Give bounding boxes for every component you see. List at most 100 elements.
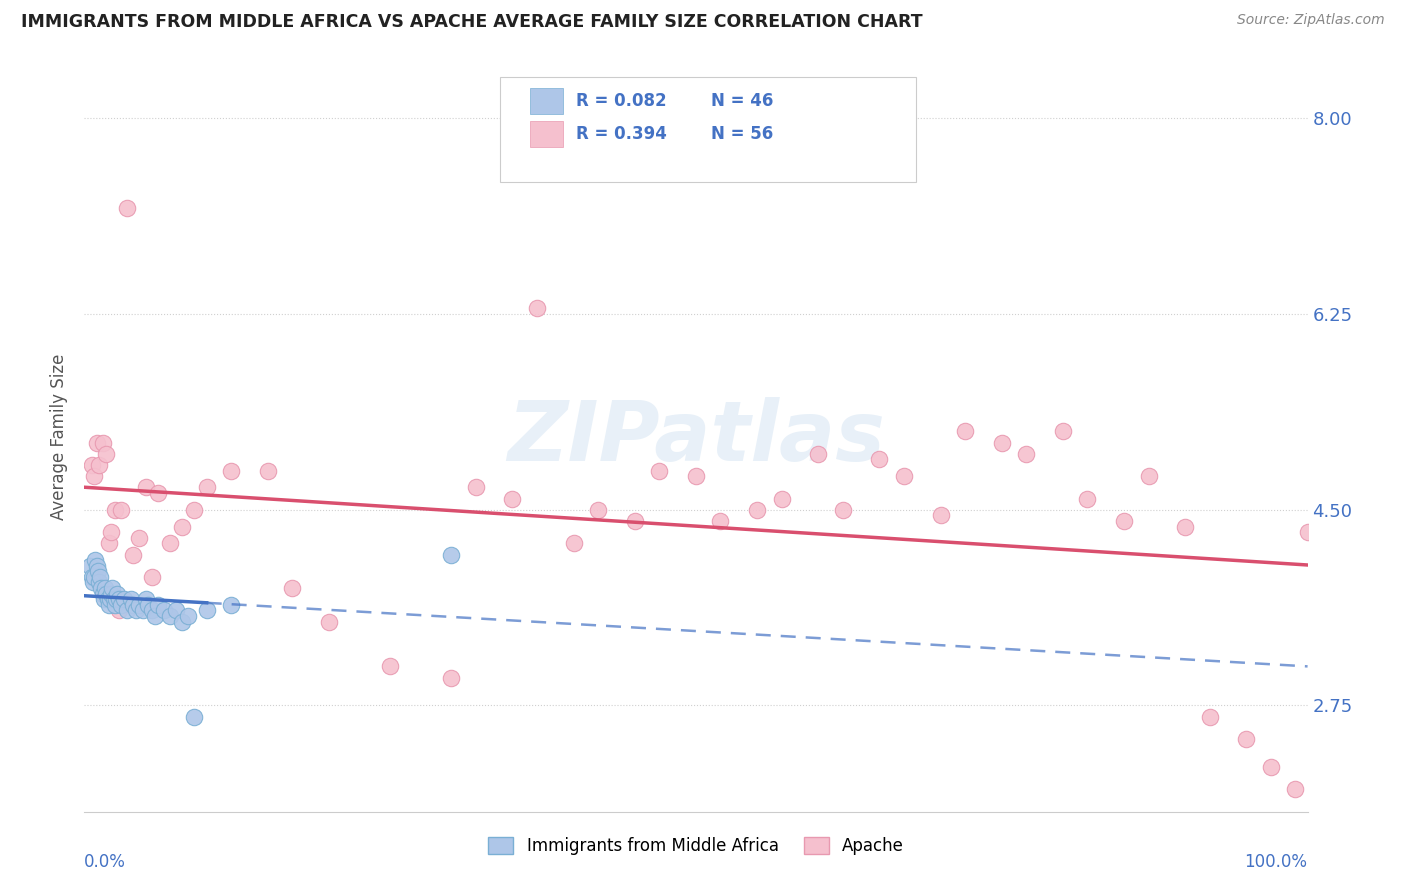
Text: N = 46: N = 46 [710,92,773,111]
FancyBboxPatch shape [530,88,562,114]
Point [90,581,112,595]
Point [103,592,125,607]
Point [135,592,157,607]
Point [80,458,103,472]
Point [107,603,129,617]
Text: 100.0%: 100.0% [1244,853,1308,871]
Point [84,553,107,567]
Point [87,458,110,472]
Text: ZIPatlas: ZIPatlas [508,397,884,477]
Point [953,425,976,439]
Point [125,603,148,617]
Point [1052,425,1074,439]
Y-axis label: Average Family Size: Average Family Size [51,354,69,520]
Point [107,592,129,607]
Point [115,201,138,215]
Point [87,564,110,578]
Point [172,615,194,629]
Point [80,570,103,584]
Point [104,502,127,516]
Point [141,570,163,584]
Point [128,531,150,545]
Point [807,447,830,461]
Point [219,598,242,612]
Point [281,581,304,595]
Point [97,536,120,550]
Point [101,581,124,595]
Point [96,587,118,601]
Point [318,615,340,629]
Point [172,519,194,533]
Point [440,548,463,562]
Point [91,587,114,601]
Point [105,587,128,601]
Point [709,514,731,528]
Point [104,598,127,612]
Point [143,609,166,624]
Point [94,581,117,595]
Point [869,452,891,467]
Point [1284,782,1306,797]
Point [146,598,169,612]
Point [100,587,122,601]
Point [98,592,121,607]
Point [219,464,242,478]
Point [1174,519,1197,533]
Point [562,536,585,550]
Point [159,536,181,550]
Point [97,592,120,607]
Point [141,603,163,617]
Point [1137,469,1160,483]
Point [1015,447,1038,461]
Point [183,502,205,516]
Point [96,447,118,461]
Legend: Immigrants from Middle Africa, Apache: Immigrants from Middle Africa, Apache [479,829,912,863]
Point [177,609,200,624]
Point [991,435,1014,450]
Point [128,598,150,612]
Point [153,603,176,617]
FancyBboxPatch shape [530,121,562,147]
Point [86,435,108,450]
Point [770,491,793,506]
Point [112,592,135,607]
Point [122,548,145,562]
Point [831,502,853,516]
Point [183,709,205,723]
Point [893,469,915,483]
Point [136,598,159,612]
Text: N = 56: N = 56 [710,125,773,144]
Point [93,592,115,607]
Point [502,491,524,506]
Point [105,592,128,607]
Point [257,464,280,478]
Text: IMMIGRANTS FROM MIDDLE AFRICA VS APACHE AVERAGE FAMILY SIZE CORRELATION CHART: IMMIGRANTS FROM MIDDLE AFRICA VS APACHE … [21,13,922,31]
Text: Source: ZipAtlas.com: Source: ZipAtlas.com [1237,13,1385,28]
Text: R = 0.082: R = 0.082 [576,92,666,111]
Point [586,502,609,516]
Point [1296,525,1319,540]
Point [82,575,104,590]
Point [91,435,114,450]
Point [195,603,218,617]
Point [87,575,110,590]
Point [135,480,157,494]
Point [100,525,122,540]
Point [1260,760,1282,774]
Point [146,486,169,500]
Point [929,508,952,523]
Point [79,558,101,573]
Point [83,469,105,483]
Point [526,301,548,316]
Point [115,603,138,617]
Point [624,514,647,528]
Text: R = 0.394: R = 0.394 [576,125,666,144]
Point [380,659,402,673]
Point [195,480,218,494]
Point [86,558,108,573]
Point [1114,514,1136,528]
Point [110,598,132,612]
Point [165,603,187,617]
Point [1236,732,1258,747]
Text: 0.0%: 0.0% [84,853,127,871]
